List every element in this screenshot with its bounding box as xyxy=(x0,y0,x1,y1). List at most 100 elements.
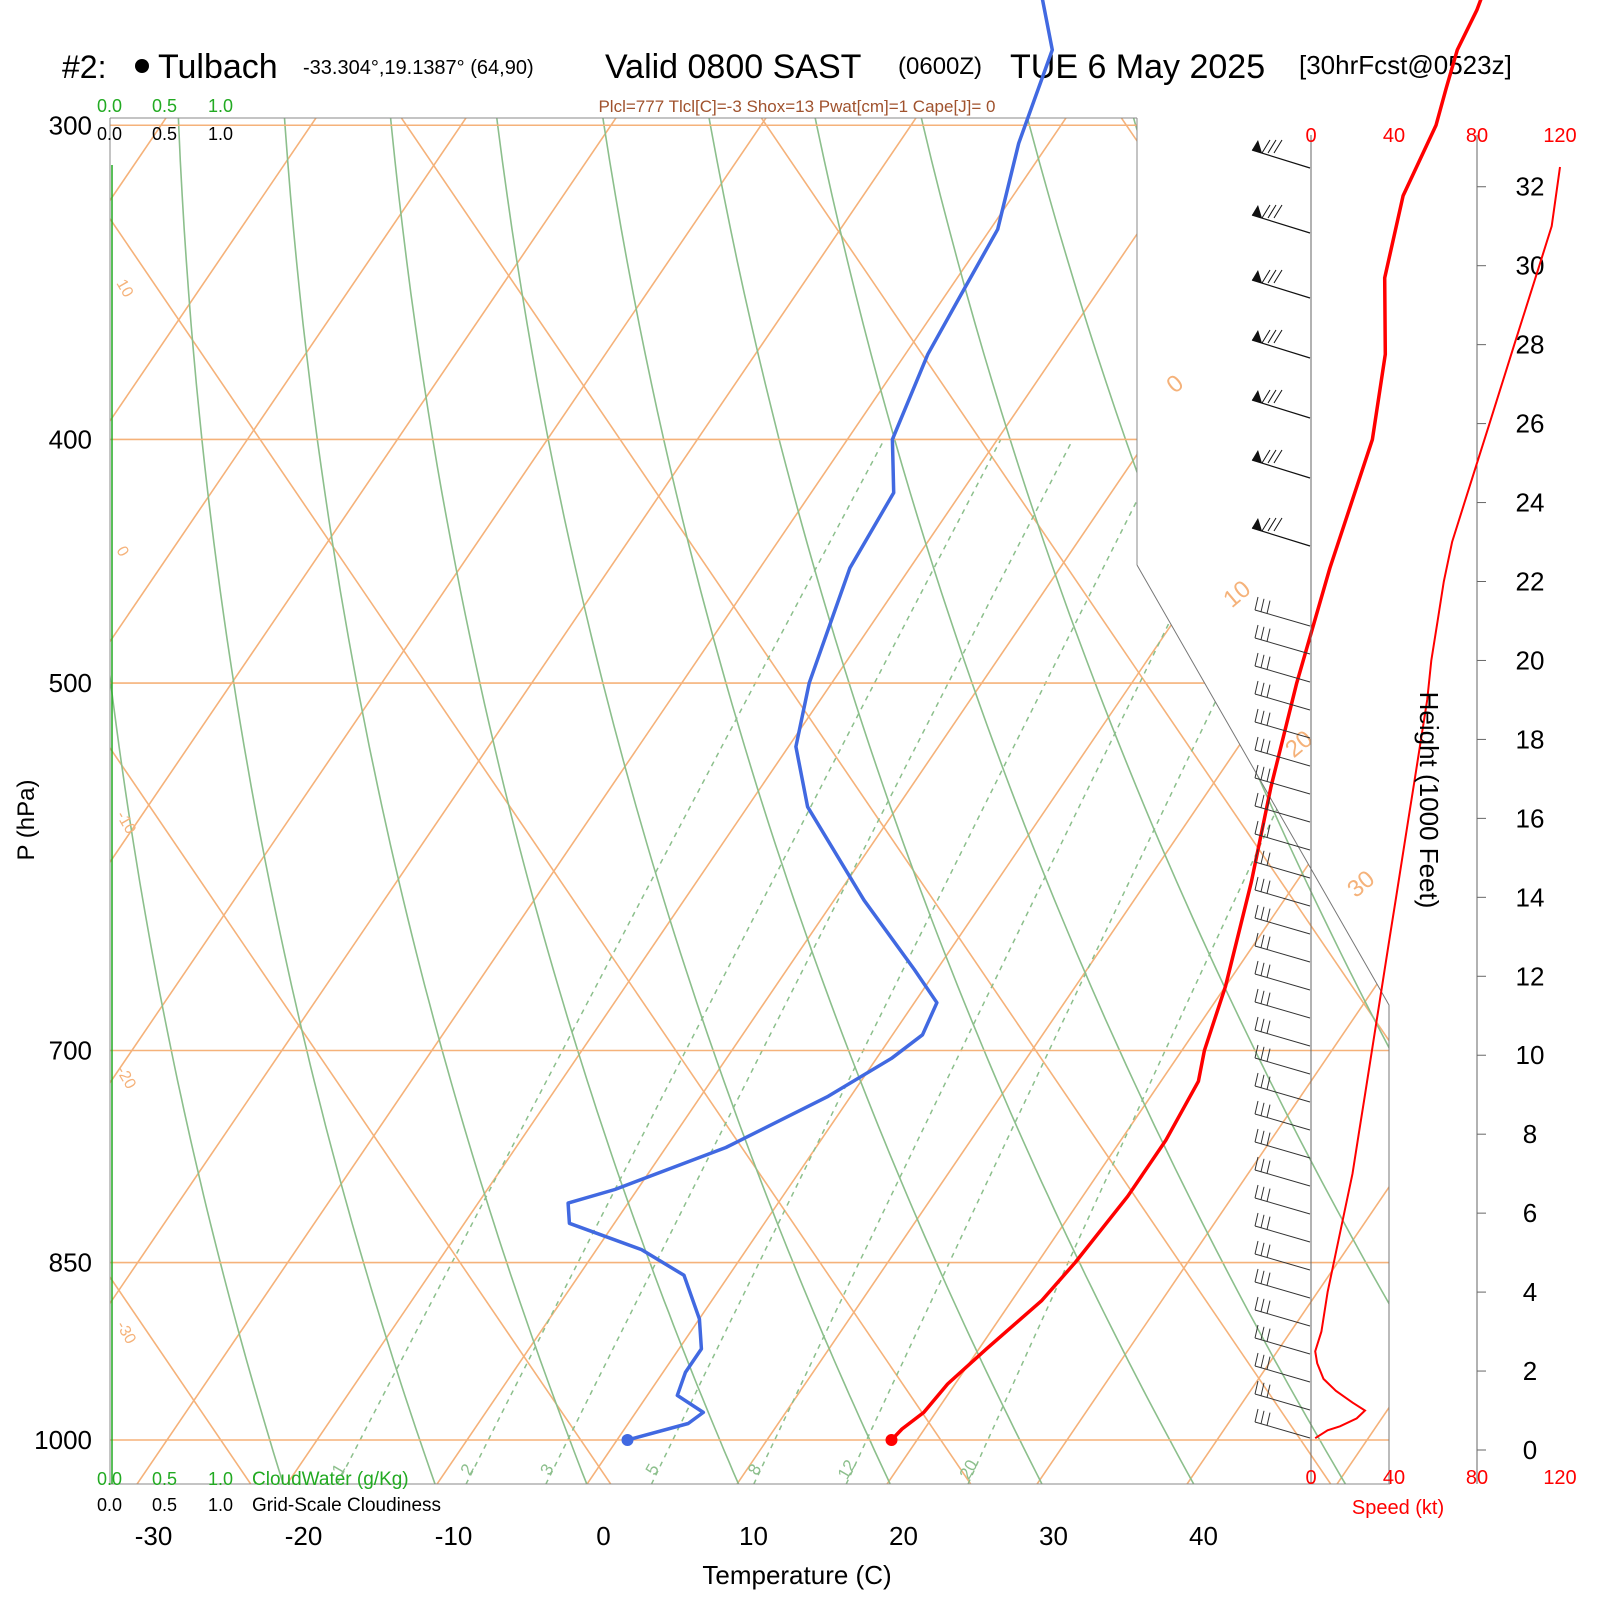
wind-barb-feather xyxy=(1266,712,1271,726)
valid-date: TUE 6 May 2025 xyxy=(1010,48,1265,86)
wind-barb-staff xyxy=(1254,945,1311,963)
station-dot-icon xyxy=(135,59,149,73)
wind-barb-feather xyxy=(1254,904,1259,919)
wind-barb-feather xyxy=(1260,1270,1265,1284)
wind-barb-feather xyxy=(1266,1412,1271,1426)
x-tick-label: 0 xyxy=(596,1521,610,1551)
wind-barb-feather xyxy=(1254,680,1259,695)
wind-barb-pennant xyxy=(1252,140,1262,153)
wind-barb-staff xyxy=(1254,1197,1311,1215)
speed-tick-top: 80 xyxy=(1466,125,1488,147)
wind-barb-staff xyxy=(1254,609,1311,627)
wind-barb-staff xyxy=(1251,459,1311,479)
wind-barb-feather xyxy=(1266,1216,1271,1230)
wind-barb-feather xyxy=(1254,932,1259,947)
wind-barb-feather xyxy=(1260,1130,1265,1144)
wind-barb-feather xyxy=(1260,878,1265,892)
dry-adiabat-line xyxy=(110,118,287,1484)
wind-barb-feather xyxy=(1254,1072,1259,1087)
speed-tick-bottom: 0 xyxy=(1305,1467,1316,1489)
speed-tick-top: 0 xyxy=(1305,125,1316,147)
wind-barb-staff xyxy=(1254,917,1311,935)
dry-adiabat-line xyxy=(172,118,440,1484)
wind-barb-feather xyxy=(1254,1324,1259,1339)
wind-barb-feather xyxy=(1261,139,1271,154)
cloudiness-tick-top-1: 0.5 xyxy=(152,124,177,144)
speed-tick-bottom: 120 xyxy=(1543,1467,1576,1489)
station-prefix: #2: xyxy=(62,49,106,85)
wind-barb-feather xyxy=(1260,1102,1265,1116)
wind-barb-feather xyxy=(1254,1408,1259,1423)
height-tick-label: 32 xyxy=(1516,172,1545,202)
wind-barb-feather xyxy=(1254,1016,1259,1031)
pressure-axis: 2503004005007008501000 xyxy=(34,110,92,1455)
pressure-tick-label: 850 xyxy=(49,1248,92,1278)
height-tick-label: 12 xyxy=(1516,961,1545,991)
temperature-axis: -30 -20 -10 0 10 20 30 40 xyxy=(135,1521,1218,1551)
dry-adiabat-grid xyxy=(110,118,1389,1484)
cloudwater-tick-bottom-1: 0.5 xyxy=(152,1469,177,1489)
mixing-ratio-line xyxy=(460,439,1002,1484)
wind-barb-feather xyxy=(1266,1300,1271,1314)
wind-barb-staff xyxy=(1254,665,1311,683)
isotherm-guide-line xyxy=(1056,118,1389,1484)
wind-barb-feather xyxy=(1254,764,1259,779)
wind-barb-feather xyxy=(1266,1384,1271,1398)
speed-tick-bottom: 40 xyxy=(1383,1467,1405,1489)
isotherm-label-left: -30 xyxy=(113,1319,139,1348)
isotherm-guide-line xyxy=(336,118,1338,1484)
x-tick-label: -10 xyxy=(435,1521,473,1551)
wind-barb-staff xyxy=(1251,399,1311,419)
isotherm-label: 0 xyxy=(1161,370,1189,399)
wind-barb-feather xyxy=(1261,389,1271,404)
wind-barb-feather xyxy=(1260,1326,1265,1340)
pressure-tick-label: 500 xyxy=(49,668,92,698)
wind-barb-staff xyxy=(1251,214,1311,234)
dry-adiabat-line xyxy=(771,118,1352,1484)
isotherm-label-left: -20 xyxy=(113,1064,139,1093)
isotherm-guide-line xyxy=(110,118,618,1484)
isotherm-line xyxy=(430,118,1389,1484)
wind-barb-feather xyxy=(1266,1076,1271,1090)
wind-barb-feather xyxy=(1267,389,1277,404)
mixing-ratio-line xyxy=(963,439,1389,1484)
wind-barb-feather xyxy=(1261,204,1271,219)
wind-barb-staff xyxy=(1254,1309,1311,1327)
speed-axis-label: Speed (kt) xyxy=(1352,1497,1444,1519)
x-tick-label: -20 xyxy=(285,1521,323,1551)
wind-barb-feather xyxy=(1267,329,1277,344)
wind-barb-feather xyxy=(1266,740,1271,754)
height-tick-label: 10 xyxy=(1516,1040,1545,1070)
wind-barb-feather xyxy=(1273,517,1283,532)
wind-barb-feather xyxy=(1273,389,1283,404)
wind-barb-staff xyxy=(1254,1421,1311,1439)
temperature-surface-point xyxy=(885,1434,898,1446)
wind-barb-staff xyxy=(1254,1085,1311,1103)
wind-barb-feather xyxy=(1273,139,1283,154)
wind-barb-feather xyxy=(1266,684,1271,698)
dry-adiabat-line xyxy=(1370,118,1389,1484)
wind-barb-staff xyxy=(1251,527,1311,547)
isotherm-guide-line xyxy=(110,118,978,1484)
wind-barb-feather xyxy=(1254,1268,1259,1283)
wind-barb-feather xyxy=(1261,517,1271,532)
wind-barb-feather xyxy=(1260,682,1265,696)
dewpoint-series xyxy=(566,0,1055,1442)
wind-barb-feather xyxy=(1260,1298,1265,1312)
wind-barb-staff xyxy=(1251,339,1311,359)
wind-barb-feather xyxy=(1266,1104,1271,1118)
wind-barb-feather xyxy=(1254,708,1259,723)
mixing-ratio-grid xyxy=(331,439,1389,1484)
height-tick-label: 8 xyxy=(1523,1119,1537,1149)
wind-barb-feather xyxy=(1254,1212,1259,1227)
wind-barb-feather xyxy=(1266,852,1271,866)
height-tick-label: 20 xyxy=(1516,645,1545,675)
wind-barb-feather xyxy=(1260,738,1265,752)
wind-barb-staff xyxy=(1254,1225,1311,1243)
speed-tick-bottom: 80 xyxy=(1466,1467,1488,1489)
wind-barb-feather xyxy=(1254,624,1259,639)
height-tick-label: 28 xyxy=(1516,330,1545,360)
wind-barb-feather xyxy=(1261,329,1271,344)
